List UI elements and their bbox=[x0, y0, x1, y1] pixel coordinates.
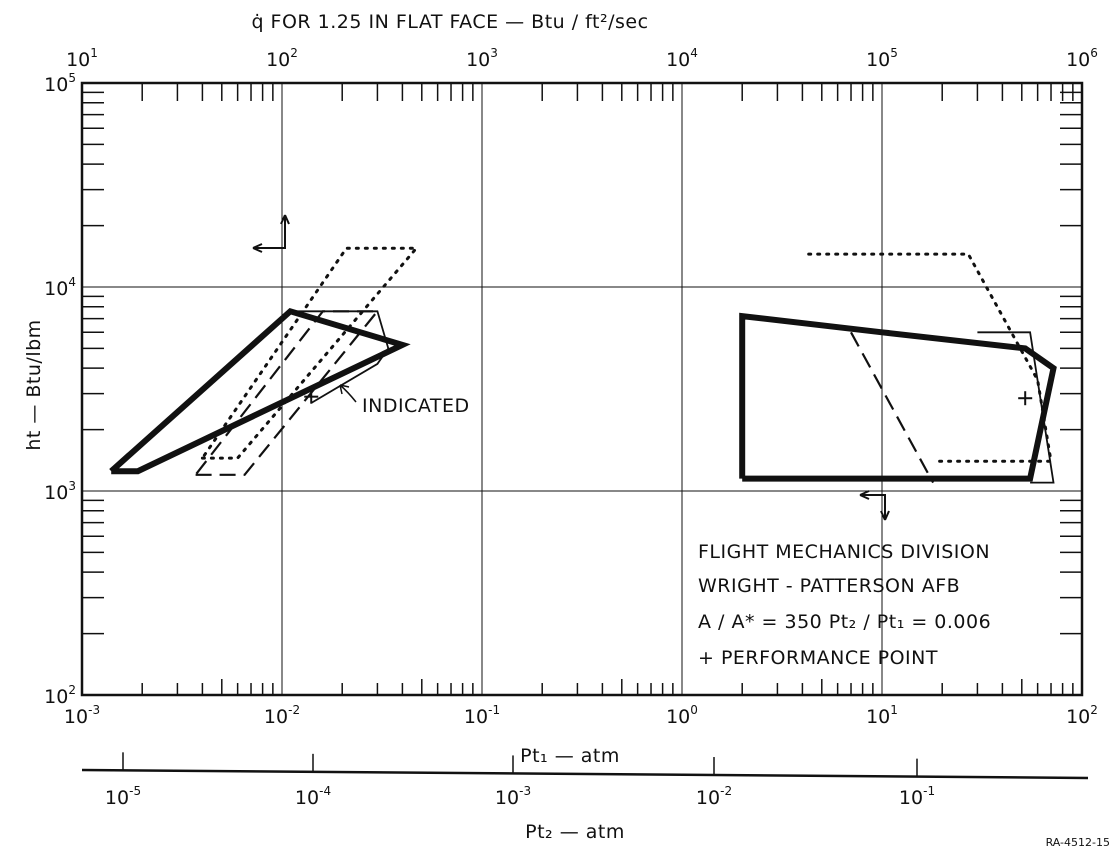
x-tick-label: 102 bbox=[1066, 703, 1098, 728]
bottom-axis-label: Pt₂ — atm bbox=[525, 821, 625, 843]
series-line-thin-solid-5 bbox=[977, 331, 1055, 484]
pt2-tick-label: 10-4 bbox=[295, 784, 331, 809]
x-axis-label: Pt₁ — atm bbox=[520, 745, 620, 767]
y-tick-label: 102 bbox=[44, 683, 76, 708]
series-line-dotted-7 bbox=[807, 252, 1053, 463]
top-tick-label: 106 bbox=[1066, 46, 1098, 71]
x-tick-label: 101 bbox=[866, 703, 898, 728]
indicated-leader bbox=[339, 384, 357, 403]
annotation-division: FLIGHT MECHANICS DIVISION bbox=[698, 541, 990, 563]
series-line-thick-solid-4 bbox=[739, 312, 1057, 482]
series-line-dashed-2 bbox=[194, 310, 380, 476]
y-axis-label: ht — Btu/lbm bbox=[23, 319, 45, 450]
figure-id: RA-4512-15 bbox=[1046, 836, 1110, 849]
performance-point-0 bbox=[304, 389, 319, 404]
axis-tick-labels: 10-3 10-2 10-1 100 101 102 101 102 103 104 105 106 1… bbox=[44, 46, 1098, 809]
plot-frame bbox=[80, 81, 1084, 697]
x-tick-label: 10-1 bbox=[464, 703, 500, 728]
annotation-ratios: A / A* = 350 Pt₂ / Pt₁ = 0.006 bbox=[698, 611, 991, 633]
pt2-tick-label: 10-2 bbox=[696, 784, 732, 809]
annotation-performance-point: + PERFORMANCE POINT bbox=[698, 647, 938, 669]
pt2-tick-label: 10-3 bbox=[495, 784, 531, 809]
y-tick-label: 104 bbox=[44, 275, 76, 300]
x-tick-label: 10-2 bbox=[264, 703, 300, 728]
series bbox=[109, 246, 1057, 484]
top-axis-label: q̇ FOR 1.25 IN FLAT FACE — Btu / ft²/sec bbox=[251, 11, 648, 33]
x-tick-label: 100 bbox=[666, 703, 698, 728]
grid bbox=[82, 83, 1082, 695]
x-tick-label: 10-3 bbox=[64, 703, 100, 728]
annotation-base: WRIGHT - PATTERSON AFB bbox=[698, 575, 960, 597]
y-tick-label: 103 bbox=[44, 479, 76, 504]
minor-ticks bbox=[82, 83, 1082, 695]
series-line-dashed-6 bbox=[850, 331, 935, 484]
top-tick-label: 101 bbox=[66, 46, 98, 71]
y-tick-label: 105 bbox=[44, 71, 76, 96]
arrow-right-group bbox=[859, 490, 890, 521]
pt2-tick-label: 10-1 bbox=[899, 784, 935, 809]
top-tick-label: 105 bbox=[866, 46, 898, 71]
pt2-tick-label: 10-5 bbox=[105, 784, 141, 809]
top-tick-label: 103 bbox=[466, 46, 498, 71]
top-tick-label: 102 bbox=[266, 46, 298, 71]
pt2-axis-line bbox=[81, 768, 1089, 780]
performance-point-1 bbox=[1018, 391, 1033, 406]
arrow-left-group bbox=[252, 214, 290, 253]
top-tick-label: 104 bbox=[666, 46, 698, 71]
annotation-indicated: INDICATED bbox=[362, 395, 470, 417]
series-line-thick-solid-0 bbox=[109, 307, 411, 475]
